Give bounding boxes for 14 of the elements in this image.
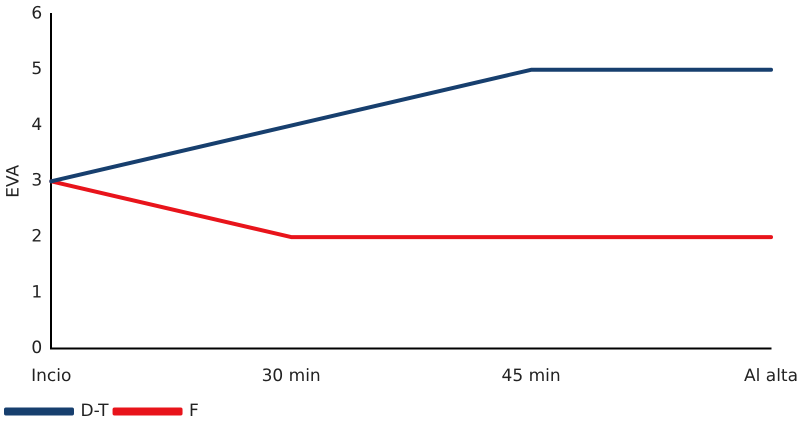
- legend-label: D-T: [80, 400, 110, 421]
- x-tick-label: Incio: [31, 366, 72, 386]
- x-tick-label: 30 min: [262, 366, 321, 386]
- y-tick-label: 6: [31, 3, 42, 24]
- x-tick-label: Al alta: [744, 366, 798, 386]
- y-tick-label: 1: [31, 282, 42, 302]
- legend-label: F: [189, 400, 199, 421]
- y-tick-label: 5: [31, 59, 42, 80]
- x-tick-label: 45 min: [502, 366, 561, 386]
- y-tick-label: 4: [31, 114, 42, 135]
- y-tick-label: 0: [31, 338, 42, 358]
- y-tick-label: 3: [31, 170, 42, 191]
- y-tick-label: 2: [31, 226, 42, 246]
- y-axis-title: EVA: [4, 164, 24, 198]
